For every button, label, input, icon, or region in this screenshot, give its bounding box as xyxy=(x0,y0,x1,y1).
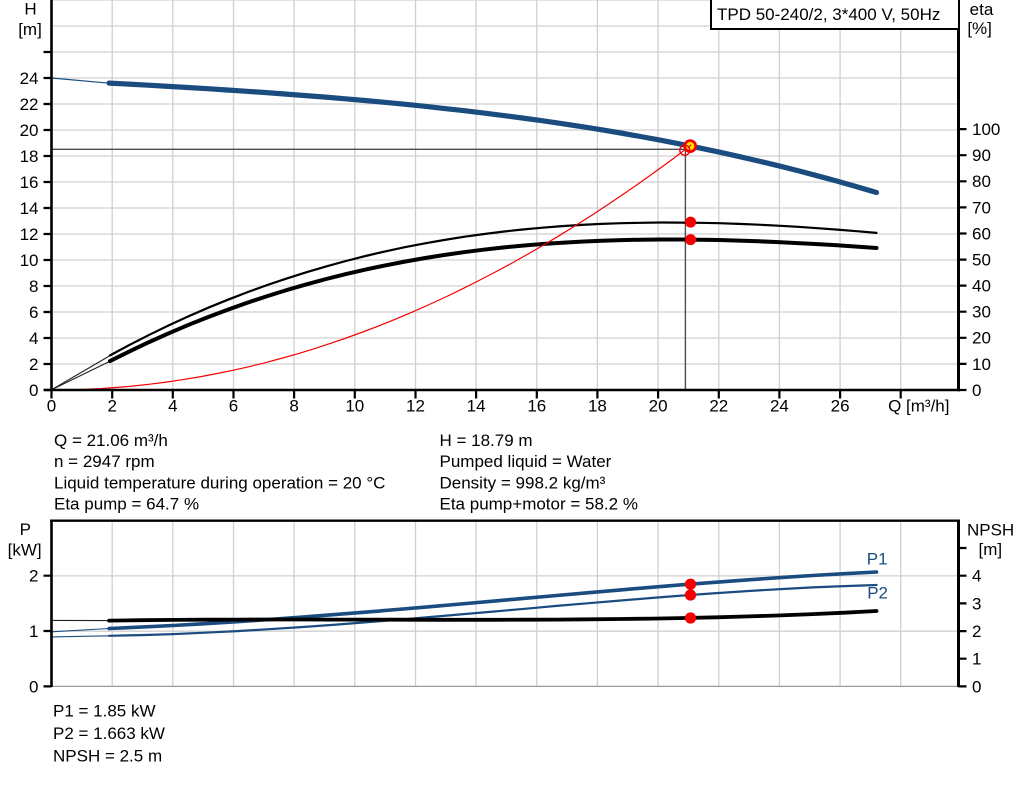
svg-text:P2 = 1.663 kW: P2 = 1.663 kW xyxy=(53,724,165,743)
svg-text:22: 22 xyxy=(20,95,39,114)
svg-text:4: 4 xyxy=(972,567,981,586)
svg-text:20: 20 xyxy=(649,397,668,416)
svg-text:Q = 21.06 m³/h: Q = 21.06 m³/h xyxy=(54,431,168,450)
svg-text:20: 20 xyxy=(20,121,39,140)
svg-text:3: 3 xyxy=(972,594,981,613)
svg-text:[%]: [%] xyxy=(967,19,992,38)
svg-text:8: 8 xyxy=(289,397,298,416)
svg-text:100: 100 xyxy=(972,120,1000,139)
svg-text:P: P xyxy=(20,520,31,539)
svg-text:[m]: [m] xyxy=(18,20,42,39)
svg-text:10: 10 xyxy=(20,251,39,270)
svg-text:80: 80 xyxy=(972,172,991,191)
svg-text:0: 0 xyxy=(47,397,56,416)
svg-text:90: 90 xyxy=(972,146,991,165)
svg-text:TPD 50-240/2, 3*400 V, 50Hz: TPD 50-240/2, 3*400 V, 50Hz xyxy=(717,5,940,24)
svg-text:H = 18.79 m: H = 18.79 m xyxy=(440,431,533,450)
svg-text:12: 12 xyxy=(20,225,39,244)
svg-text:0: 0 xyxy=(972,677,981,696)
svg-text:eta: eta xyxy=(970,0,994,19)
svg-text:14: 14 xyxy=(467,397,486,416)
svg-text:24: 24 xyxy=(770,397,789,416)
svg-text:16: 16 xyxy=(20,173,39,192)
svg-text:H: H xyxy=(24,0,36,19)
svg-text:Eta pump = 64.7 %: Eta pump = 64.7 % xyxy=(54,495,199,514)
svg-text:Eta pump+motor = 58.2 %: Eta pump+motor = 58.2 % xyxy=(440,495,638,514)
svg-text:18: 18 xyxy=(588,397,607,416)
svg-text:2: 2 xyxy=(972,622,981,641)
svg-text:P2: P2 xyxy=(867,583,888,602)
svg-text:NPSH = 2.5 m: NPSH = 2.5 m xyxy=(53,746,162,765)
svg-text:[m]: [m] xyxy=(978,540,1002,559)
svg-text:Pumped liquid = Water: Pumped liquid = Water xyxy=(440,452,612,471)
svg-text:Q [m³/h]: Q [m³/h] xyxy=(888,397,949,416)
svg-text:NPSH: NPSH xyxy=(967,520,1014,539)
svg-text:Liquid temperature during oper: Liquid temperature during operation = 20… xyxy=(54,473,385,492)
svg-text:2: 2 xyxy=(29,355,38,374)
svg-text:6: 6 xyxy=(229,397,238,416)
svg-text:2: 2 xyxy=(29,567,38,586)
svg-text:n = 2947 rpm: n = 2947 rpm xyxy=(54,452,155,471)
svg-text:4: 4 xyxy=(29,329,38,348)
svg-text:60: 60 xyxy=(972,224,991,243)
svg-text:24: 24 xyxy=(20,69,39,88)
svg-text:12: 12 xyxy=(406,397,425,416)
svg-text:0: 0 xyxy=(29,381,38,400)
svg-text:10: 10 xyxy=(972,355,991,374)
svg-text:18: 18 xyxy=(20,147,39,166)
svg-text:20: 20 xyxy=(972,329,991,348)
svg-text:0: 0 xyxy=(29,677,38,696)
svg-text:[kW]: [kW] xyxy=(8,541,42,560)
svg-text:P1: P1 xyxy=(867,549,888,568)
svg-text:P1 = 1.85 kW: P1 = 1.85 kW xyxy=(53,702,156,721)
svg-text:6: 6 xyxy=(29,303,38,322)
svg-text:4: 4 xyxy=(168,397,177,416)
svg-text:1: 1 xyxy=(972,650,981,669)
svg-text:30: 30 xyxy=(972,303,991,322)
svg-text:Density = 998.2 kg/m³: Density = 998.2 kg/m³ xyxy=(440,473,606,492)
svg-text:70: 70 xyxy=(972,198,991,217)
svg-text:2: 2 xyxy=(107,397,116,416)
svg-text:1: 1 xyxy=(29,622,38,641)
svg-text:14: 14 xyxy=(20,199,39,218)
svg-text:8: 8 xyxy=(29,277,38,296)
svg-text:50: 50 xyxy=(972,250,991,269)
svg-text:10: 10 xyxy=(345,397,364,416)
svg-text:0: 0 xyxy=(972,381,981,400)
svg-text:16: 16 xyxy=(527,397,546,416)
svg-text:26: 26 xyxy=(831,397,850,416)
svg-text:40: 40 xyxy=(972,277,991,296)
svg-text:22: 22 xyxy=(709,397,728,416)
